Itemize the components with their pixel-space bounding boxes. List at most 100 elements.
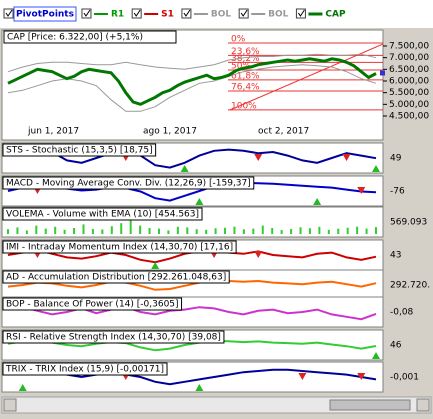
volume-bar xyxy=(205,229,208,234)
panel-last-value: 569.093 xyxy=(390,218,427,228)
volume-bar xyxy=(167,230,170,234)
y-tick-label: 4.500,00 xyxy=(389,112,429,122)
fib-label: 61,8% xyxy=(231,71,260,81)
panel-title: RSI - Relative Strength Index (14,30,70)… xyxy=(6,333,221,343)
volume-bar xyxy=(195,229,198,234)
buy-signal xyxy=(180,165,189,172)
fib-label: 38,2% xyxy=(231,54,260,64)
main-panel xyxy=(1,29,384,141)
volume-bar xyxy=(356,226,359,234)
volume-bar xyxy=(25,230,28,234)
x-tick-label: oct 2, 2017 xyxy=(258,127,309,137)
panel-title: BOP - Balance Of Power (14) [-0,3605] xyxy=(6,300,179,310)
indicator-line xyxy=(7,279,377,291)
buy-signal xyxy=(195,198,204,205)
volume-bar xyxy=(261,225,264,234)
volume-bar xyxy=(101,229,104,234)
volume-bar xyxy=(327,229,330,234)
panel-last-value: 46 xyxy=(390,341,402,351)
volume-bar xyxy=(375,227,377,234)
legend-check xyxy=(83,9,91,17)
y-tick-label: 6.000,00 xyxy=(389,77,429,87)
volume-bar xyxy=(73,228,76,234)
panel-last-value: -0,08 xyxy=(390,308,414,318)
volume-bar xyxy=(148,228,151,234)
legend-checkbox[interactable] xyxy=(81,8,92,19)
legend-label[interactable]: CAP xyxy=(325,10,346,20)
scroll-right[interactable] xyxy=(416,398,430,412)
x-tick-label: jun 1, 2017 xyxy=(27,127,79,137)
buy-signal xyxy=(151,262,160,269)
fib-label: 0% xyxy=(231,34,246,44)
panel-title: AD - Accumulation Distribution [292.261.… xyxy=(6,273,226,283)
fib-label: 50% xyxy=(231,62,251,72)
scroll-thumb[interactable] xyxy=(329,399,411,411)
volume-bar xyxy=(82,224,85,234)
volume-bar xyxy=(308,228,311,234)
volume-bar xyxy=(214,228,217,234)
volume-bar xyxy=(157,228,160,234)
volume-bar xyxy=(186,227,189,234)
indicator-line xyxy=(7,339,377,352)
volume-bar xyxy=(290,228,293,234)
legend-selection xyxy=(13,6,77,22)
y-tick-label: 5.000,00 xyxy=(389,100,429,110)
legend-label[interactable]: BOL xyxy=(268,10,289,20)
y-tick-label: 7.000,00 xyxy=(389,53,429,63)
sell-signal xyxy=(254,251,263,258)
sell-signal xyxy=(357,187,366,194)
sell-signal xyxy=(342,154,351,161)
main-title: CAP [Price: 6.322,00] (+5,1%) xyxy=(7,33,143,43)
volume-bar xyxy=(176,226,179,234)
scrollbar[interactable] xyxy=(1,396,432,414)
volume-bar xyxy=(242,229,245,234)
buy-signal xyxy=(195,384,204,391)
legend-bar xyxy=(0,0,433,28)
legend-checkbox[interactable] xyxy=(238,8,249,19)
volume-bar xyxy=(120,223,123,234)
legend-label[interactable]: S1 xyxy=(161,10,174,20)
volume-bar xyxy=(54,226,57,234)
x-tick-label: ago 1, 2017 xyxy=(143,127,197,137)
panel-last-value: 292.720. xyxy=(390,281,430,291)
legend-checkbox[interactable] xyxy=(295,8,306,19)
volume-bar xyxy=(16,227,19,234)
legend-checkbox[interactable] xyxy=(131,8,142,19)
indicator-line xyxy=(7,148,377,169)
legend-label[interactable]: PivotPoints xyxy=(16,10,74,20)
volume-bar xyxy=(280,230,283,234)
volume-bar xyxy=(91,228,94,234)
fib-label: 23,6% xyxy=(231,47,260,57)
panel-last-value: 49 xyxy=(390,154,402,164)
panel-last-value: -76 xyxy=(390,187,405,197)
legend-checkbox[interactable] xyxy=(3,8,14,19)
volume-bar xyxy=(365,228,368,234)
volume-bar xyxy=(271,228,274,234)
panel-title: STS - Stochastic (15,3,5) [18,75] xyxy=(6,146,153,156)
volume-bar xyxy=(35,225,38,234)
panel-title-box xyxy=(2,362,168,376)
sell-signal xyxy=(298,373,307,380)
y-tick-label: 7.500,00 xyxy=(389,42,429,52)
panel-title-box xyxy=(2,297,183,311)
volume-bar xyxy=(233,226,236,234)
legend-label[interactable]: R1 xyxy=(111,10,124,20)
legend-checkbox[interactable] xyxy=(181,8,192,19)
legend-label[interactable]: BOL xyxy=(211,10,232,20)
panel-title-box xyxy=(2,240,237,254)
indicator-line xyxy=(7,306,377,321)
panel-title-box xyxy=(2,270,230,284)
bollinger-band xyxy=(7,53,377,73)
panel-title-box xyxy=(2,207,203,221)
volume-bar xyxy=(252,228,255,234)
panel-title-box xyxy=(2,330,225,344)
legend-check xyxy=(298,9,305,17)
buy-signal xyxy=(372,352,380,359)
last-price-marker xyxy=(380,70,385,76)
price-line xyxy=(7,57,377,106)
scroll-left[interactable] xyxy=(3,398,17,412)
panel-last-value: -0,001 xyxy=(390,373,419,383)
panel-title: TRIX - TRIX Index (15,9) [-0,00171] xyxy=(5,365,164,375)
fib-label: 76,4% xyxy=(231,83,260,93)
